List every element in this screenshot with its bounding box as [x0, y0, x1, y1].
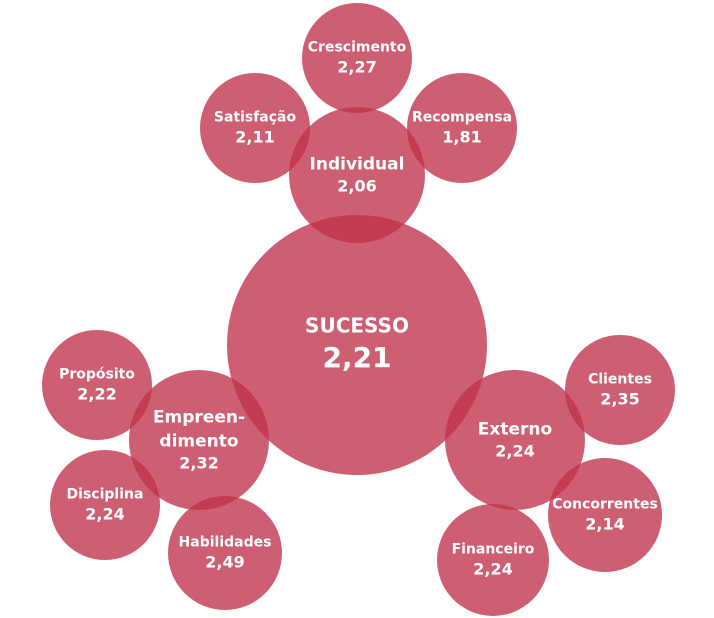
- node-label: dimento: [159, 432, 238, 452]
- node-circle: [168, 496, 282, 610]
- node-label: Satisfação: [214, 110, 297, 126]
- node-value: 2,14: [585, 514, 624, 533]
- node-circle: [437, 504, 549, 616]
- node-circle: [50, 450, 160, 560]
- node-label: Clientes: [588, 372, 652, 388]
- node-value: 2,21: [322, 341, 391, 374]
- node-value: 2,11: [235, 127, 274, 146]
- node-label: Crescimento: [308, 40, 407, 56]
- node-label: Financeiro: [452, 542, 535, 558]
- node-value: 1,81: [442, 127, 481, 146]
- node-value: 2,35: [600, 389, 639, 408]
- node-label: Externo: [478, 420, 552, 440]
- node-label: SUCESSO: [305, 313, 409, 337]
- node-circle: [407, 73, 517, 183]
- node-label: Disciplina: [67, 487, 144, 503]
- node-value: 2,06: [337, 176, 376, 195]
- node-label: Empreen-: [153, 408, 245, 428]
- node-value: 2,22: [77, 384, 116, 403]
- node-circle: [200, 73, 310, 183]
- node-value: 2,24: [495, 441, 534, 460]
- node-value: 2,27: [337, 57, 376, 76]
- node-label: Propósito: [59, 367, 135, 383]
- node-circle: [42, 330, 152, 440]
- node-value: 2,24: [473, 559, 512, 578]
- node-circle: [565, 335, 675, 445]
- node-circle: [129, 370, 269, 510]
- node-value: 2,32: [179, 453, 218, 472]
- node-label: Recompensa: [412, 110, 512, 126]
- node-label: Individual: [310, 155, 405, 175]
- node-label: Concorrentes: [552, 497, 658, 513]
- node-circle: [302, 3, 412, 113]
- node-value: 2,24: [85, 504, 124, 523]
- node-label: Habilidades: [179, 535, 272, 551]
- node-circle: [548, 458, 662, 572]
- node-circle: [445, 370, 585, 510]
- node-circle: [289, 107, 425, 243]
- node-circle: [227, 215, 487, 475]
- node-value: 2,49: [205, 552, 244, 571]
